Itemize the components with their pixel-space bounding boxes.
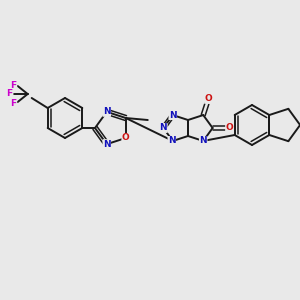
Text: N: N	[169, 111, 177, 120]
Text: N: N	[200, 136, 207, 146]
Text: F: F	[11, 80, 17, 89]
Text: O: O	[205, 94, 212, 103]
Text: F: F	[7, 89, 13, 98]
Text: N: N	[103, 140, 111, 149]
Text: N: N	[160, 124, 167, 133]
Text: N: N	[168, 136, 176, 146]
Text: N: N	[103, 107, 111, 116]
Text: O: O	[226, 124, 233, 133]
Text: O: O	[122, 134, 130, 142]
Text: F: F	[11, 98, 17, 107]
